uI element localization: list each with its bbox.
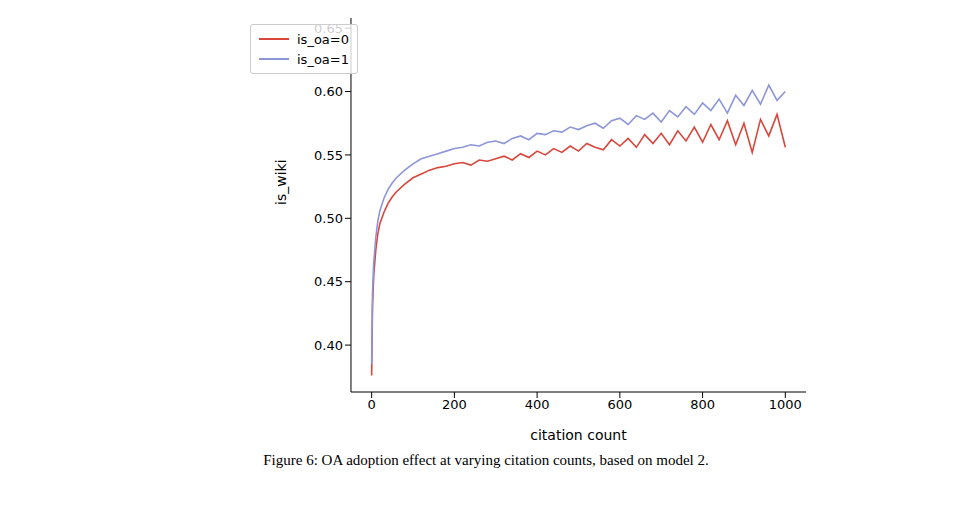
svg-text:800: 800 [690,397,715,412]
svg-text:1000: 1000 [769,397,802,412]
svg-text:600: 600 [607,397,632,412]
svg-text:0.55: 0.55 [314,148,343,163]
svg-text:0.65: 0.65 [314,21,343,36]
svg-text:0: 0 [368,397,376,412]
svg-text:citation count: citation count [530,427,627,440]
svg-text:0.60: 0.60 [314,84,343,99]
svg-text:400: 400 [525,397,550,412]
svg-text:0.40: 0.40 [314,338,343,353]
svg-text:0.45: 0.45 [314,274,343,289]
svg-text:200: 200 [442,397,467,412]
svg-text:is_wiki: is_wiki [273,159,289,205]
svg-text:0.50: 0.50 [314,211,343,226]
